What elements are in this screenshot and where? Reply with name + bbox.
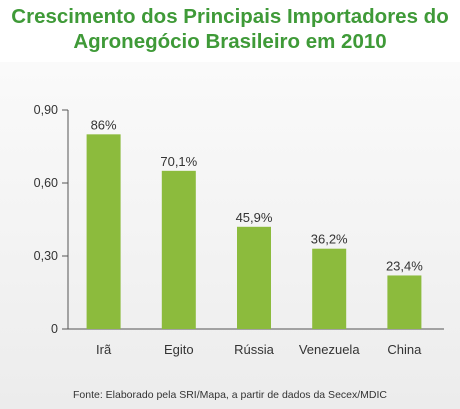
data-label: 70,1% [160,154,197,169]
x-tick-label: Irã [96,342,112,357]
data-label: 23,4% [386,258,423,273]
chart-title-line1: Crescimento dos Principais Importadores … [11,5,449,28]
data-label: 36,2% [311,232,348,247]
bar [86,134,121,329]
y-tick-label: 0,90 [34,103,58,117]
bar [387,275,422,329]
chart-title: Crescimento dos Principais Importadores … [0,4,460,54]
x-tick-label: Venezuela [299,342,360,357]
y-tick-label: 0,30 [34,249,58,263]
data-label: 45,9% [236,210,273,225]
source-note: Fonte: Elaborado pela SRI/Mapa, a partir… [72,389,387,401]
x-tick-label: Rússia [234,342,275,357]
bar [312,248,347,329]
bar [237,226,271,329]
x-tick-label: Egito [164,342,194,357]
bar [161,170,196,329]
data-label: 86% [91,117,117,132]
y-tick-label: 0 [51,322,58,336]
x-tick-label: China [387,342,422,357]
y-tick-label: 0,60 [34,176,58,190]
chart-title-line2: Agronegócio Brasileiro em 2010 [73,30,387,53]
chart-panel [0,62,460,409]
